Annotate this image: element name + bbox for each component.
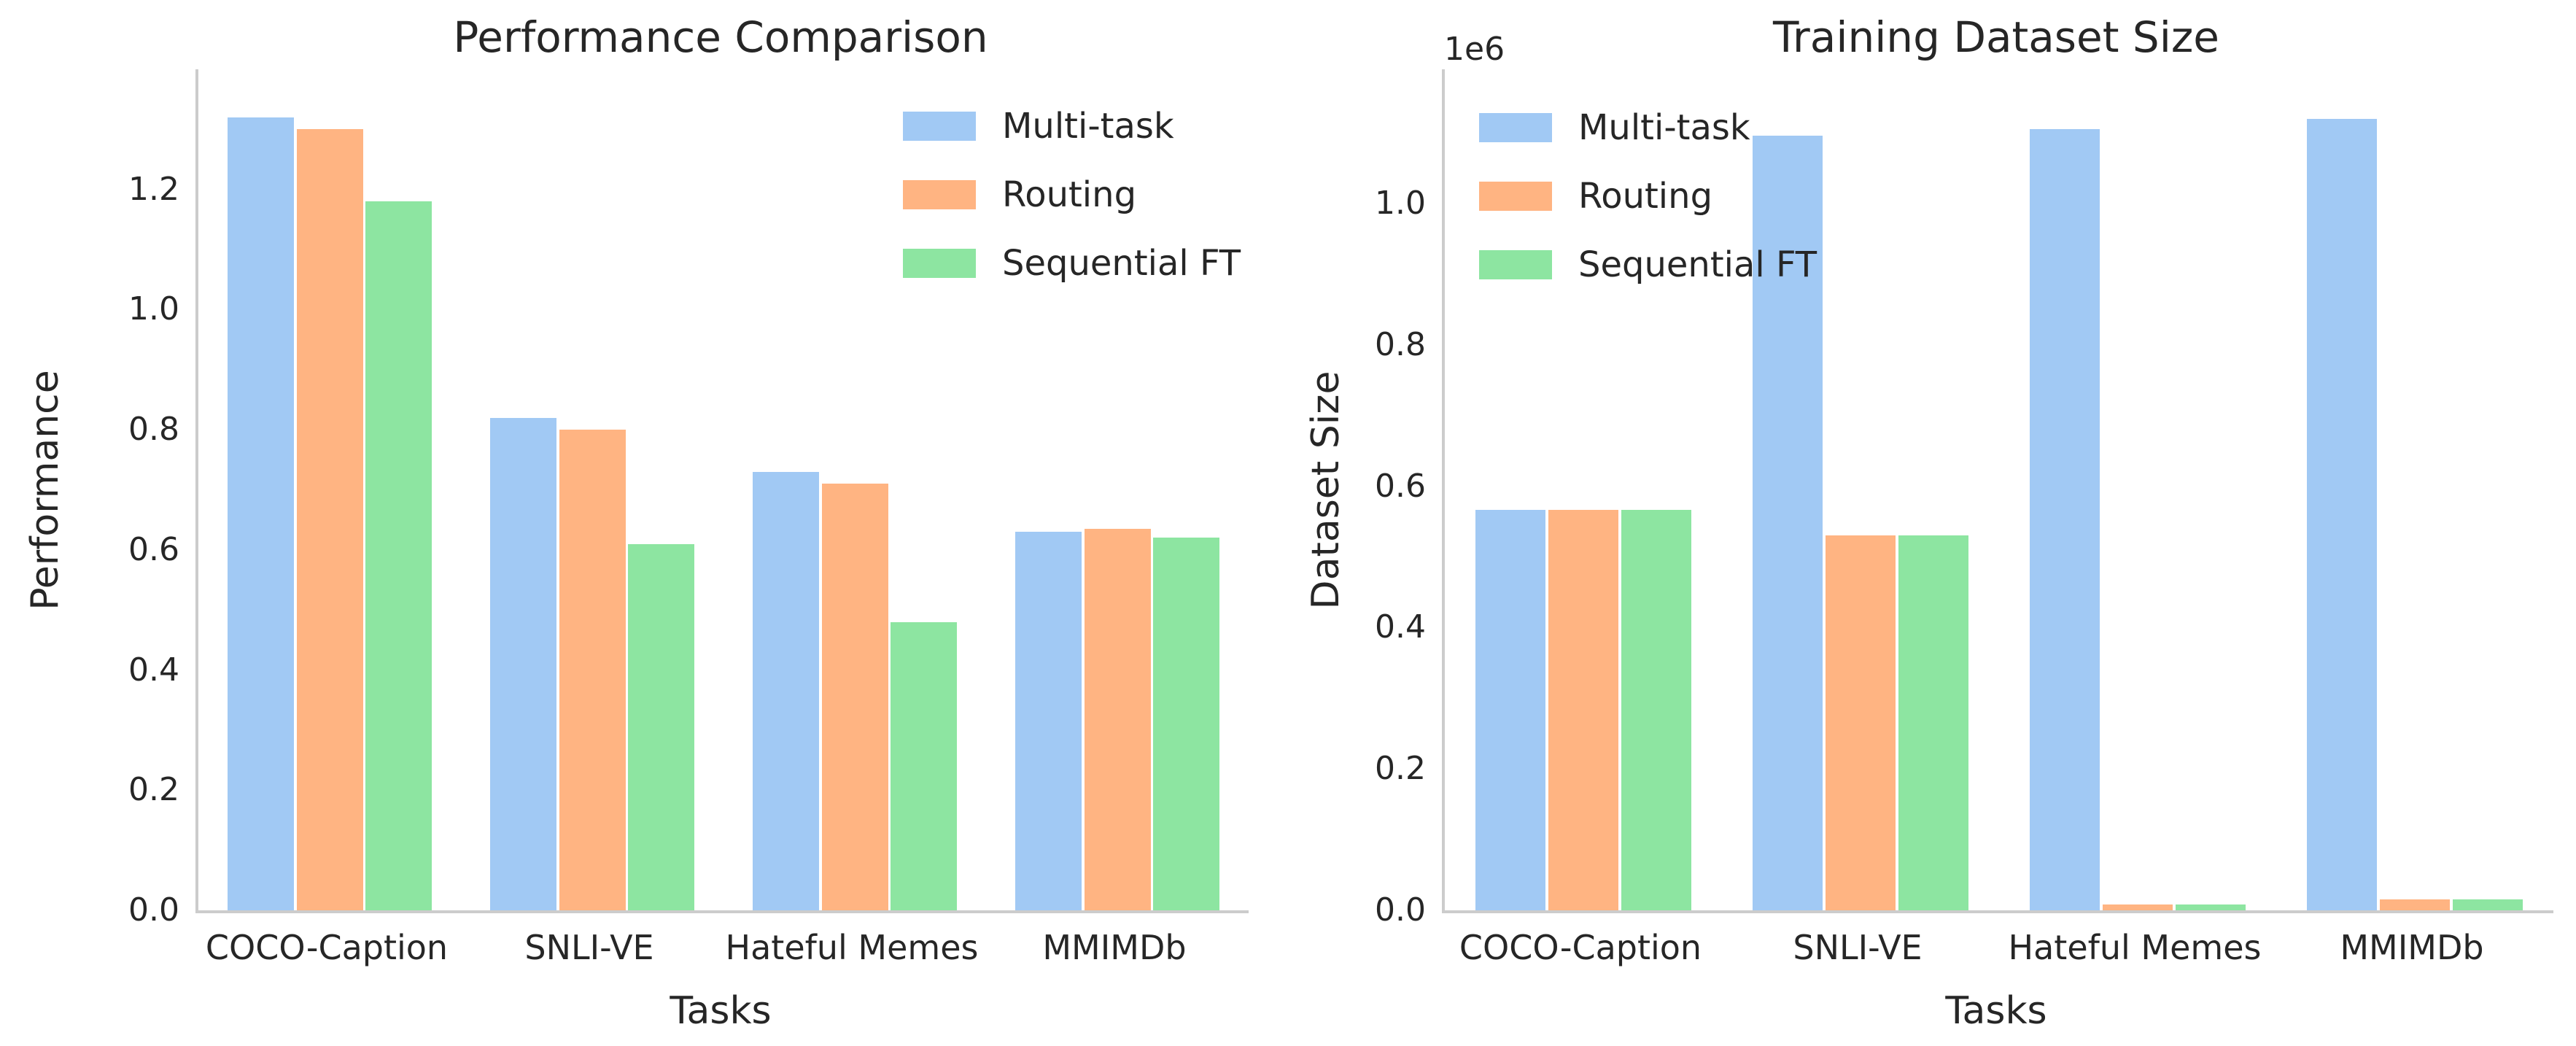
legend-item-sequential-ft: Sequential FT: [903, 245, 1241, 282]
x-tick-label: MMIMDb: [2340, 928, 2484, 967]
bar-sequential-ft-mmimdb: [1153, 538, 1219, 910]
bar-multi-task-snli-ve: [490, 418, 556, 910]
legend-label: Routing: [1578, 176, 1713, 217]
x-axis-label: Tasks: [670, 989, 772, 1033]
bar-sequential-ft-snli-ve: [1898, 535, 1968, 910]
legend: Multi-task Routing Sequential FT: [903, 108, 1241, 282]
bar-sequential-ft-snli-ve: [628, 544, 694, 910]
legend-swatch: [903, 180, 976, 209]
bar-multi-task-snli-ve: [1753, 136, 1823, 910]
x-axis-label: Tasks: [1945, 989, 2047, 1033]
y-tick-label: 0.2: [128, 771, 179, 809]
y-tick-label: 1.2: [128, 170, 179, 208]
y-tick-label: 0.6: [1375, 467, 1426, 505]
legend-item-multi-task: Multi-task: [903, 108, 1241, 144]
plot-area: [1442, 69, 2553, 913]
legend-swatch: [903, 249, 976, 278]
legend-item-multi-task: Multi-task: [1479, 109, 1817, 146]
bar-multi-task-coco-caption: [1475, 510, 1545, 910]
bar-routing-coco-caption: [297, 129, 363, 910]
x-tick-label: Hateful Memes: [2008, 928, 2262, 967]
bar-routing-mmimdb: [1085, 529, 1151, 910]
bar-multi-task-coco-caption: [228, 117, 294, 910]
bar-multi-task-hateful-memes: [2030, 129, 2100, 910]
y-tick-label: 0.8: [128, 411, 179, 449]
x-tick-label: COCO-Caption: [205, 928, 449, 967]
y-tick-label: 0.6: [128, 530, 179, 568]
y-tick-label: 0.0: [128, 891, 179, 929]
bar-routing-snli-ve: [559, 430, 626, 910]
bar-sequential-ft-coco-caption: [365, 201, 432, 910]
y-axis-offset-text: 1e6: [1444, 31, 1505, 68]
chart-training-dataset-size: Training Dataset Size Dataset Size 1e6 T…: [1288, 0, 2576, 1046]
legend-label: Multi-task: [1002, 106, 1174, 147]
bar-sequential-ft-hateful-memes: [2176, 904, 2246, 910]
bar-multi-task-mmimdb: [2307, 119, 2377, 910]
legend-swatch: [1479, 113, 1552, 142]
y-tick-label: 1.0: [1375, 185, 1426, 222]
x-tick-label: SNLI-VE: [1793, 928, 1923, 967]
legend-item-sequential-ft: Sequential FT: [1479, 247, 1817, 283]
legend-label: Routing: [1002, 174, 1137, 215]
bar-sequential-ft-mmimdb: [2453, 899, 2523, 910]
bar-multi-task-hateful-memes: [753, 472, 819, 910]
y-tick-label: 0.2: [1375, 750, 1426, 788]
legend-label: Sequential FT: [1002, 243, 1241, 284]
bar-routing-hateful-memes: [2103, 904, 2173, 910]
x-tick-label: SNLI-VE: [524, 928, 654, 967]
x-tick-label: MMIMDb: [1042, 928, 1187, 967]
x-tick-label: COCO-Caption: [1459, 928, 1702, 967]
y-tick-label: 1.0: [128, 290, 179, 328]
y-tick-label: 0.4: [128, 651, 179, 689]
legend-swatch: [1479, 250, 1552, 279]
y-tick-label: 0.0: [1375, 891, 1426, 929]
legend-swatch: [1479, 182, 1552, 211]
bar-routing-hateful-memes: [822, 484, 888, 910]
legend-item-routing: Routing: [903, 177, 1241, 213]
plot-area: [195, 69, 1249, 913]
legend-label: Multi-task: [1578, 107, 1750, 148]
bar-sequential-ft-coco-caption: [1621, 510, 1691, 910]
y-tick-label: 0.8: [1375, 325, 1426, 363]
y-axis-label: Performance: [23, 369, 67, 611]
bar-routing-snli-ve: [1826, 535, 1896, 910]
y-tick-label: 0.4: [1375, 608, 1426, 646]
chart-performance-comparison: Performance Comparison Performance Tasks…: [23, 12, 1249, 1033]
x-tick-label: Hateful Memes: [725, 928, 979, 967]
legend-swatch: [903, 112, 976, 141]
bar-sequential-ft-hateful-memes: [891, 622, 957, 910]
bar-multi-task-mmimdb: [1015, 532, 1082, 910]
chart-title: Performance Comparison: [453, 12, 988, 62]
bar-routing-coco-caption: [1548, 510, 1618, 910]
chart-title: Training Dataset Size: [1773, 12, 2219, 62]
legend-label: Sequential FT: [1578, 244, 1817, 285]
legend: Multi-task Routing Sequential FT: [1479, 109, 1817, 283]
legend-item-routing: Routing: [1479, 178, 1817, 214]
bar-routing-mmimdb: [2380, 899, 2450, 910]
